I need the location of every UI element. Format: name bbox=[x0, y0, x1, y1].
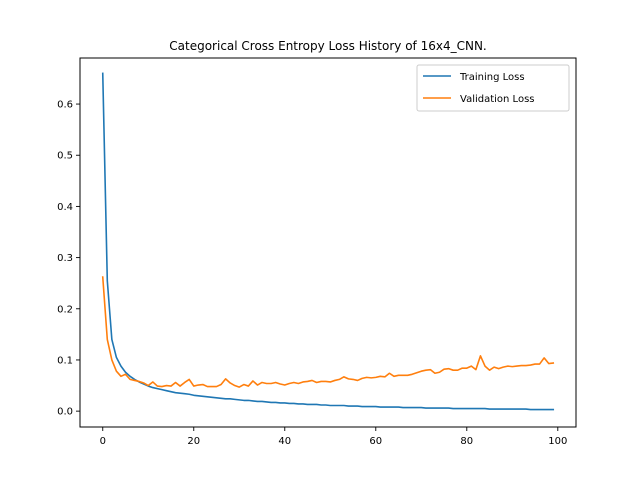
x-tick-label: 20 bbox=[187, 436, 200, 447]
axes-frame bbox=[79, 57, 577, 428]
y-tick-label: 0.4 bbox=[57, 202, 73, 213]
x-tick-label: 0 bbox=[100, 436, 106, 447]
legend: Training Loss Validation Loss bbox=[416, 64, 570, 112]
legend-label-training: Training Loss bbox=[459, 72, 525, 83]
legend-label-validation: Validation Loss bbox=[460, 94, 535, 105]
x-tick-label: 100 bbox=[548, 436, 567, 447]
chart-title: Categorical Cross Entropy Loss History o… bbox=[169, 39, 486, 53]
y-tick-label: 0.6 bbox=[57, 100, 73, 111]
y-tick-label: 0.2 bbox=[57, 304, 73, 315]
legend-box bbox=[416, 64, 570, 112]
series-line-training-loss bbox=[101, 72, 555, 411]
series-line-validation-loss bbox=[101, 276, 555, 388]
y-tick-label: 0.0 bbox=[57, 407, 73, 418]
y-tick-label: 0.3 bbox=[57, 253, 73, 264]
y-tick-label: 0.1 bbox=[57, 355, 73, 366]
y-tick-label: 0.5 bbox=[57, 151, 73, 162]
plot-area: 0 20 40 60 80 100 0.0 0.1 0.2 0.3 0.4 0.5 0.6 bbox=[57, 57, 577, 447]
x-tick-label: 40 bbox=[278, 436, 291, 447]
x-axis-ticks: 0 20 40 60 80 100 bbox=[100, 427, 567, 447]
x-tick-label: 80 bbox=[460, 436, 473, 447]
y-axis-ticks: 0.0 0.1 0.2 0.3 0.4 0.5 0.6 bbox=[57, 100, 80, 418]
series-lines bbox=[101, 72, 555, 411]
x-tick-label: 60 bbox=[369, 436, 382, 447]
